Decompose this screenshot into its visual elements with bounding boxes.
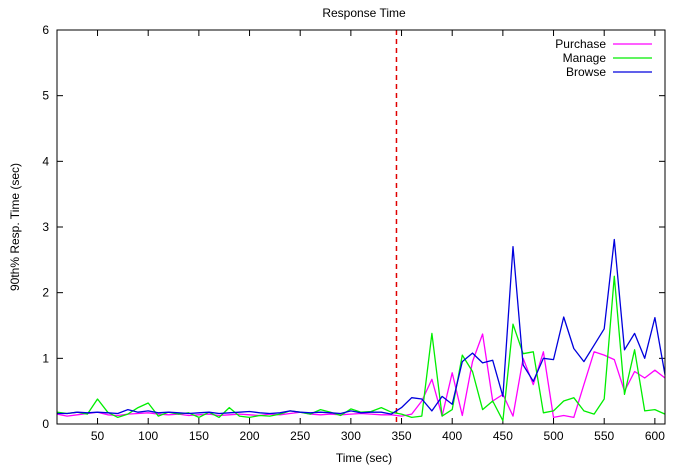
- series-line-purchase: [56, 333, 666, 419]
- legend-label-manage: Manage: [563, 51, 607, 65]
- series-layer: [56, 238, 666, 422]
- x-tick-label: 550: [594, 429, 614, 443]
- y-tick-label: 3: [42, 220, 49, 234]
- y-axis-label: 90th% Resp. Time (sec): [8, 163, 22, 291]
- x-tick-label: 350: [392, 429, 412, 443]
- y-tick-label: 1: [42, 351, 49, 365]
- x-tick-label: 500: [544, 429, 564, 443]
- x-tick-label: 50: [91, 429, 105, 443]
- x-tick-label: 150: [189, 429, 209, 443]
- x-tick-label: 300: [341, 429, 361, 443]
- y-tick-label: 4: [42, 154, 49, 168]
- x-axis-label: Time (sec): [336, 451, 392, 465]
- tick-layer: 50 100 150 200 250 300 350 400 450 500 550 600 0 1 2 3 4…: [42, 23, 665, 443]
- plot-frame: [56, 29, 666, 425]
- legend-label-browse: Browse: [566, 65, 606, 79]
- y-tick-label: 2: [42, 286, 49, 300]
- x-tick-label: 450: [493, 429, 513, 443]
- chart-title: Response Time: [322, 6, 406, 20]
- legend-label-purchase: Purchase: [555, 37, 606, 51]
- y-tick-label: 5: [42, 89, 49, 103]
- x-tick-label: 600: [645, 429, 665, 443]
- y-tick-label: 6: [42, 23, 49, 37]
- y-tick-label: 0: [42, 417, 49, 431]
- x-tick-label: 200: [240, 429, 260, 443]
- series-line-browse: [57, 238, 666, 415]
- x-tick-label: 250: [290, 429, 310, 443]
- x-tick-label: 100: [138, 429, 158, 443]
- x-tick-label: 400: [442, 429, 462, 443]
